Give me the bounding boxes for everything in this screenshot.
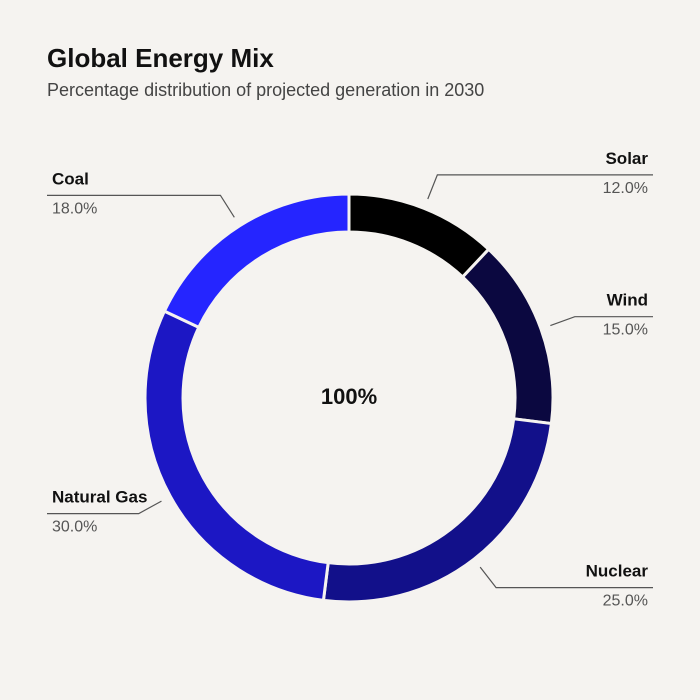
category-label-solar: Solar	[605, 149, 648, 168]
value-label-nuclear: 25.0%	[603, 593, 648, 610]
leader-line-wind	[550, 316, 653, 327]
value-label-coal: 18.0%	[52, 200, 97, 217]
value-label-solar: 12.0%	[603, 180, 648, 197]
value-label-wind: 15.0%	[603, 322, 648, 339]
chart-title: Global Energy Mix	[47, 43, 274, 73]
value-label-natural-gas: 30.0%	[52, 519, 97, 536]
category-label-coal: Coal	[52, 169, 89, 188]
slice-nuclear	[321, 417, 554, 604]
slice-wind	[460, 247, 555, 426]
slice-natural-gas	[143, 309, 330, 603]
slice-solar	[347, 192, 491, 280]
chart-subtitle: Percentage distribution of projected gen…	[47, 80, 484, 100]
category-label-nuclear: Nuclear	[586, 562, 649, 581]
center-total-label: 100%	[321, 384, 377, 409]
leader-line-nuclear	[479, 566, 653, 589]
leader-line-solar	[427, 174, 653, 200]
slice-coal	[162, 192, 351, 330]
leader-line-natural-gas	[47, 500, 162, 515]
label-group: Solar 12.0% Wind 15.0% Nuclear 25.0% Natural G…	[47, 149, 653, 610]
category-label-natural-gas: Natural Gas	[52, 488, 147, 507]
slice-group	[143, 192, 555, 604]
leader-line-coal	[47, 194, 235, 218]
category-label-wind: Wind	[607, 291, 648, 310]
